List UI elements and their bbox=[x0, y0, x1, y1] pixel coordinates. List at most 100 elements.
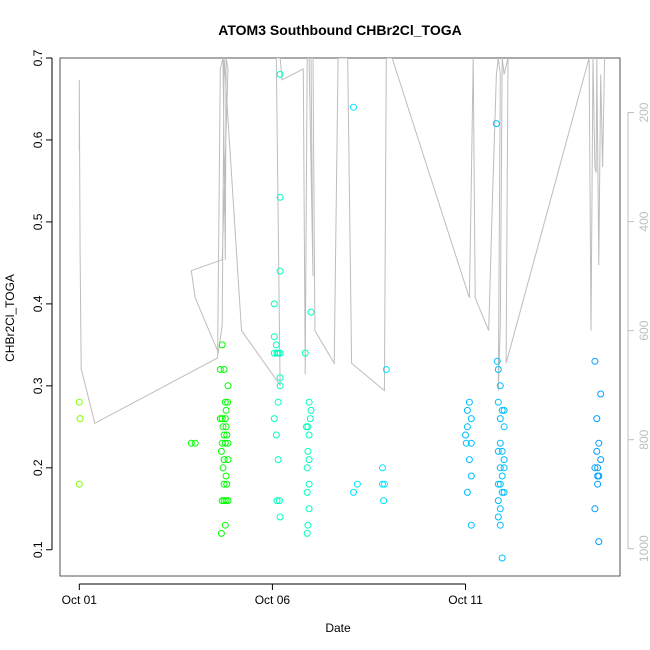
altitude-trace-line bbox=[78, 58, 606, 425]
data-point bbox=[216, 415, 224, 423]
data-point bbox=[494, 398, 502, 406]
data-point bbox=[591, 464, 599, 472]
data-point bbox=[301, 349, 309, 357]
data-point bbox=[500, 488, 508, 496]
y2-tick-label: 400 bbox=[637, 211, 650, 231]
data-point bbox=[463, 488, 471, 496]
data-point bbox=[274, 456, 282, 464]
data-point bbox=[222, 472, 230, 480]
data-point bbox=[221, 439, 229, 447]
data-point bbox=[187, 439, 195, 447]
data-point bbox=[306, 415, 314, 423]
data-point bbox=[493, 357, 501, 365]
data-point bbox=[379, 480, 386, 488]
y-tick-label: 0.2 bbox=[31, 459, 45, 476]
data-point bbox=[494, 497, 502, 505]
data-point bbox=[220, 366, 228, 373]
x-axis-label: Date bbox=[325, 621, 351, 635]
data-point bbox=[224, 398, 232, 406]
data-point bbox=[305, 505, 313, 513]
data-point bbox=[594, 480, 602, 488]
data-point bbox=[305, 480, 313, 488]
y2-tick-label: 800 bbox=[637, 429, 650, 449]
data-point bbox=[270, 415, 278, 423]
data-point bbox=[221, 398, 229, 406]
data-point bbox=[307, 308, 315, 316]
y2-tick-label: 600 bbox=[637, 320, 650, 340]
data-point bbox=[276, 70, 284, 78]
data-point bbox=[303, 464, 311, 472]
data-point bbox=[274, 398, 282, 406]
data-point bbox=[220, 497, 228, 505]
data-point bbox=[276, 267, 284, 275]
data-point bbox=[496, 415, 504, 423]
data-point bbox=[465, 456, 473, 464]
data-point bbox=[224, 439, 232, 447]
data-point bbox=[467, 521, 475, 529]
y-tick-label: 0.6 bbox=[31, 131, 45, 148]
y-tick-label: 0.1 bbox=[31, 541, 45, 558]
data-point bbox=[595, 439, 603, 447]
data-point bbox=[463, 406, 471, 414]
data-point bbox=[276, 193, 284, 201]
data-point bbox=[465, 398, 473, 406]
data-point bbox=[304, 447, 312, 455]
data-point bbox=[591, 357, 599, 365]
data-point bbox=[304, 521, 312, 529]
y2-tick-label: 1000 bbox=[637, 535, 650, 562]
y-axis-label: CHBr2Cl_TOGA bbox=[3, 274, 17, 362]
y-tick-label: 0.3 bbox=[31, 377, 45, 394]
data-point bbox=[276, 513, 284, 521]
data-point bbox=[467, 472, 475, 480]
data-point bbox=[380, 480, 388, 488]
data-point bbox=[498, 554, 506, 562]
data-point bbox=[494, 366, 502, 373]
data-point bbox=[273, 349, 281, 357]
data-point bbox=[494, 480, 502, 488]
y-tick-label: 0.4 bbox=[31, 295, 45, 312]
chart-title: ATOM3 Southbound CHBr2Cl_TOGA bbox=[218, 22, 461, 38]
data-point bbox=[304, 423, 312, 431]
data-point bbox=[467, 415, 475, 423]
data-point bbox=[496, 480, 504, 488]
data-point bbox=[462, 431, 469, 439]
data-point bbox=[270, 333, 278, 341]
data-point bbox=[500, 406, 508, 414]
x-tick-label: Oct 06 bbox=[255, 593, 291, 607]
data-point bbox=[382, 366, 390, 373]
data-point bbox=[496, 521, 504, 529]
data-point bbox=[462, 439, 470, 447]
data-point bbox=[498, 488, 506, 496]
data-point bbox=[305, 456, 313, 464]
data-point bbox=[494, 513, 502, 521]
data-point bbox=[191, 439, 199, 447]
data-point bbox=[496, 382, 504, 390]
data-point bbox=[273, 497, 281, 505]
data-point bbox=[467, 439, 475, 447]
data-point bbox=[220, 480, 228, 488]
data-point bbox=[222, 406, 230, 414]
data-point bbox=[463, 423, 471, 431]
data-point bbox=[275, 497, 283, 505]
data-point bbox=[303, 529, 311, 537]
data-point bbox=[350, 488, 357, 496]
data-point bbox=[216, 366, 224, 373]
data-point bbox=[76, 415, 84, 423]
plot-frame bbox=[59, 57, 621, 577]
data-point bbox=[270, 300, 278, 308]
data-point bbox=[305, 431, 313, 439]
data-point bbox=[498, 447, 506, 455]
data-point bbox=[220, 456, 228, 464]
data-point bbox=[223, 480, 231, 488]
data-point bbox=[222, 423, 230, 431]
y2-tick-label: 200 bbox=[637, 102, 650, 122]
data-point bbox=[276, 382, 284, 390]
data-point bbox=[75, 480, 83, 488]
data-point bbox=[218, 415, 226, 423]
data-point bbox=[496, 464, 504, 472]
data-point bbox=[494, 447, 502, 455]
data-point bbox=[224, 497, 232, 505]
data-point bbox=[353, 480, 361, 488]
data-point bbox=[272, 431, 280, 439]
x-tick-label: Oct 11 bbox=[448, 593, 483, 607]
